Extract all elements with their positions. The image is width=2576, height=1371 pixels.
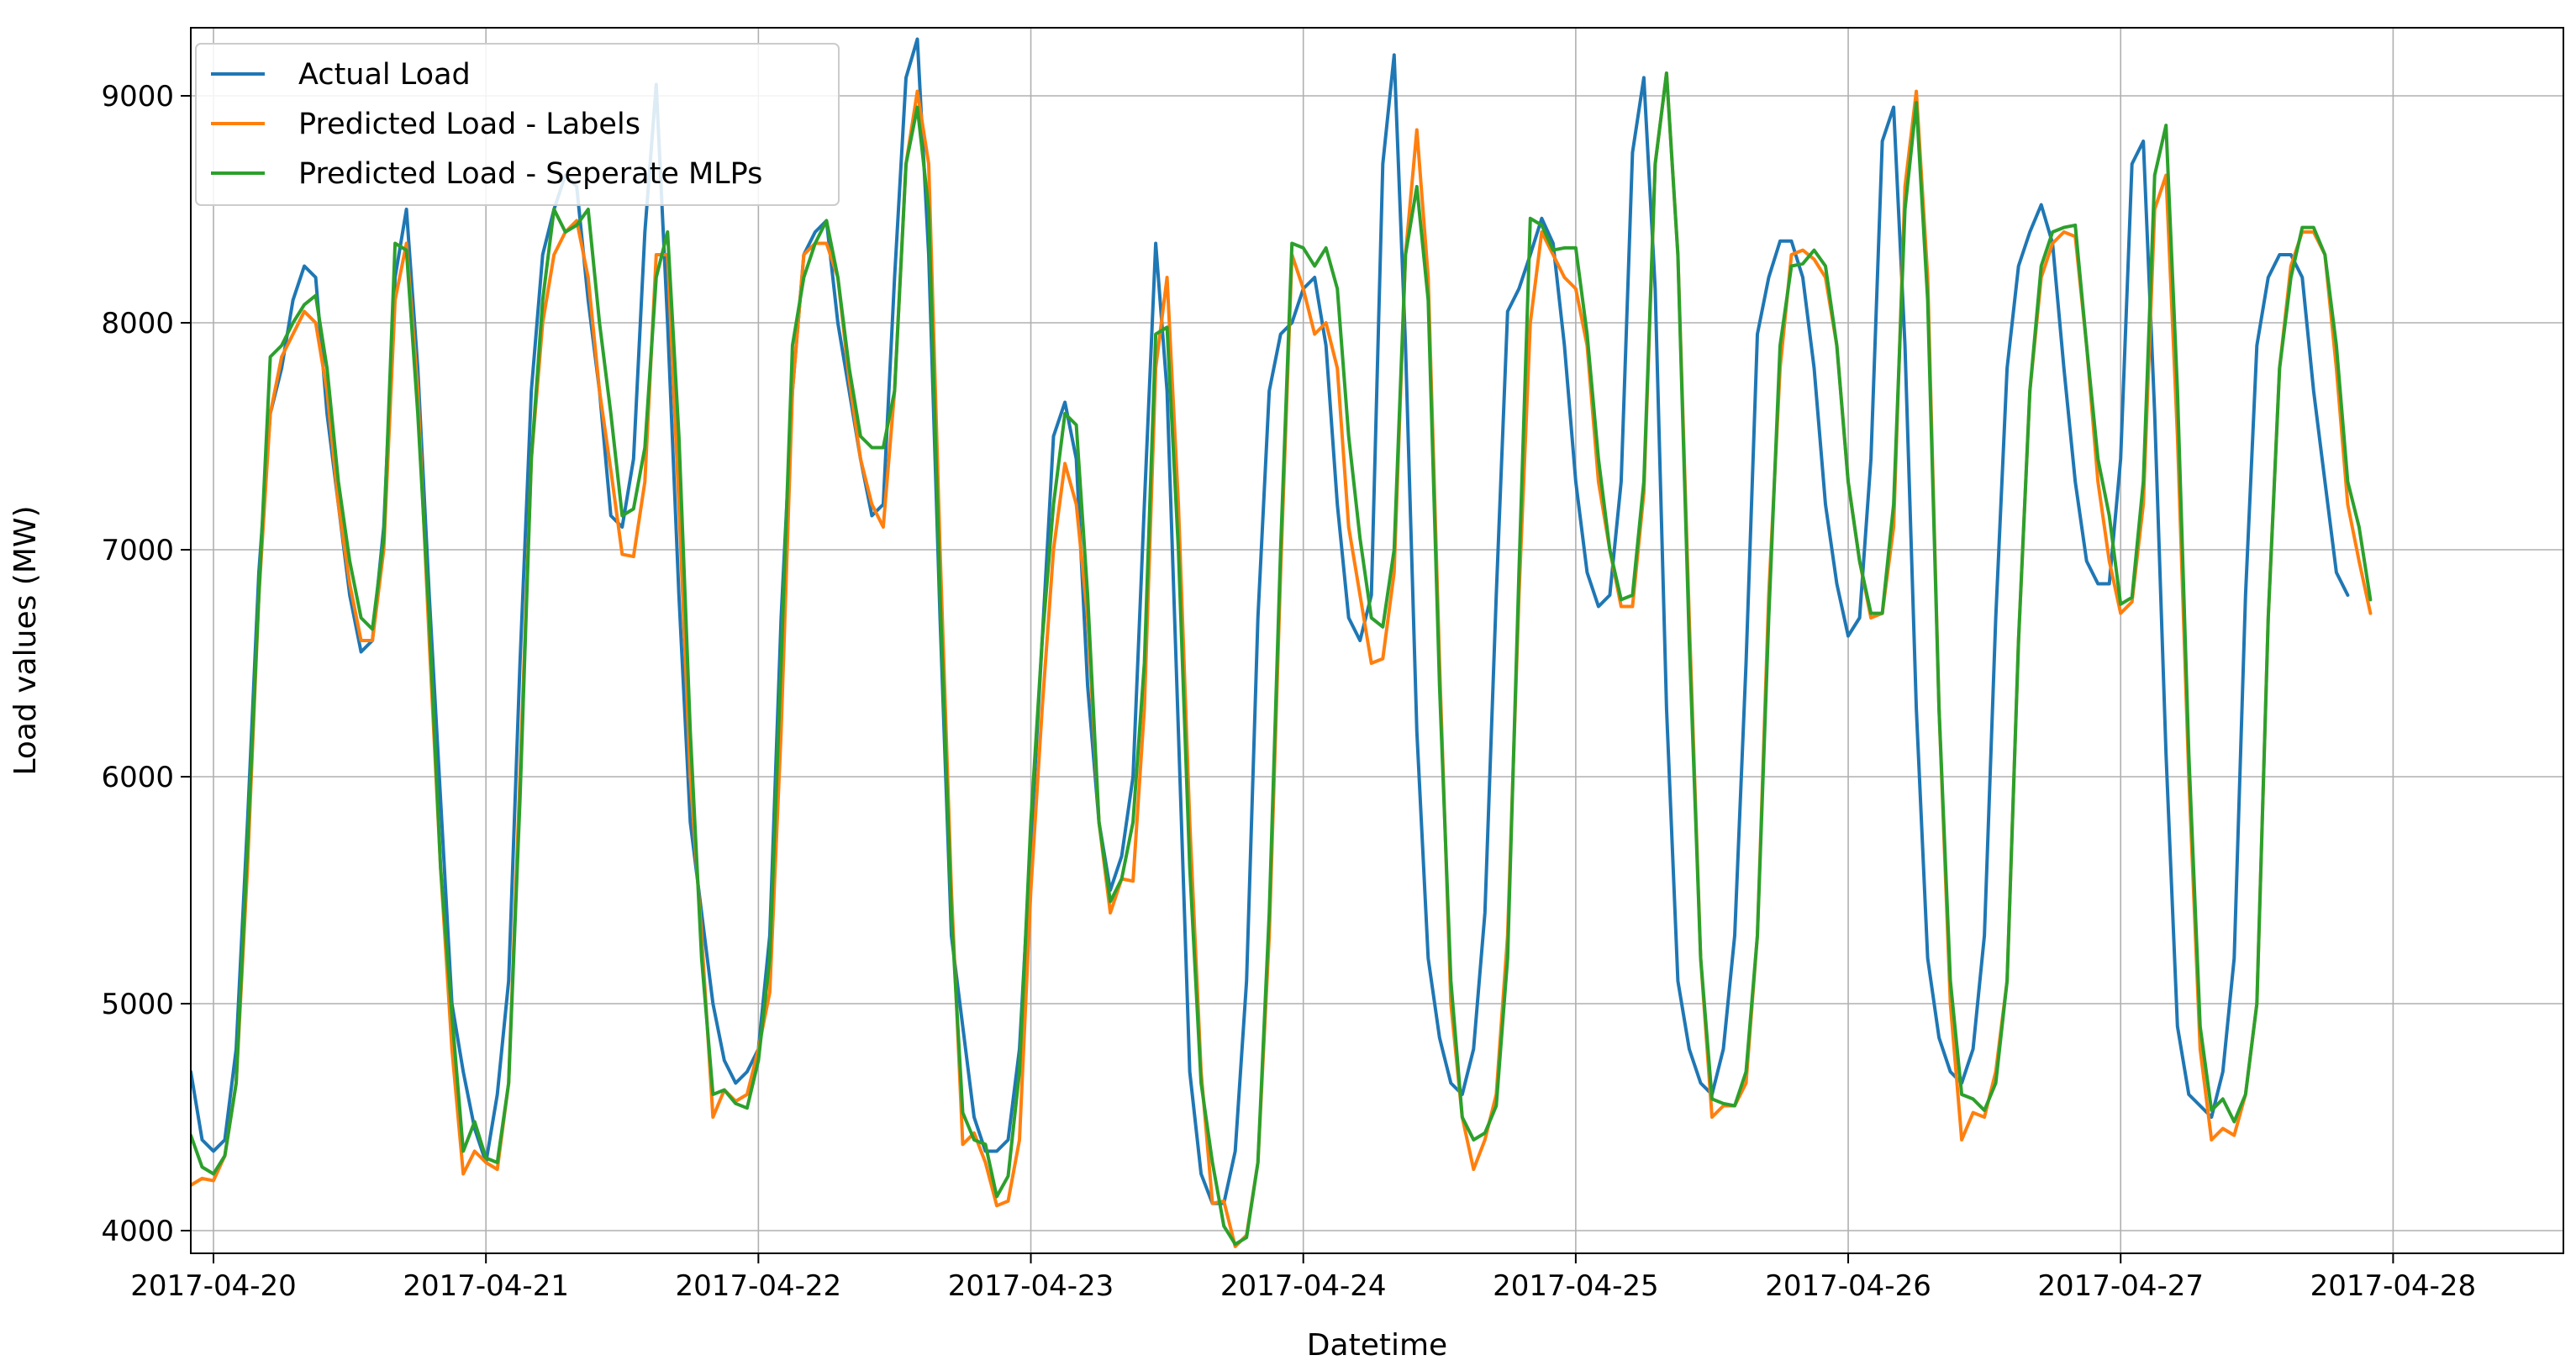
plot-frame	[190, 27, 2564, 1254]
y-tick-label: 9000	[101, 80, 174, 113]
legend-box	[195, 43, 840, 206]
x-tick-label: 2017-04-23	[948, 1269, 1114, 1303]
x-tick-label: 2017-04-27	[2037, 1269, 2204, 1303]
series-line-3	[191, 71, 2373, 1247]
x-tick-label: 2017-04-22	[676, 1269, 842, 1303]
y-tick-label: 6000	[101, 761, 174, 794]
x-tick-label: 2017-04-25	[1493, 1269, 1659, 1303]
y-tick-label: 4000	[101, 1215, 174, 1248]
x-tick-label: 2017-04-21	[403, 1269, 569, 1303]
x-axis-label: Datetime	[1307, 1328, 1447, 1363]
legend-entry-1: Actual Load	[298, 58, 471, 92]
legend-entry-2: Predicted Load - Labels	[298, 108, 640, 141]
y-tick-label: 8000	[101, 307, 174, 340]
legend: Actual Load Predicted Load - Labels Predic…	[195, 43, 840, 206]
x-tick-label: 2017-04-24	[1220, 1269, 1387, 1303]
x-tick-label: 2017-04-28	[2310, 1269, 2477, 1303]
y-axis-label: Load values (MW)	[8, 505, 43, 775]
axis-ticks: 2017-04-20 2017-04-21 2017-04-22 2017-04-23…	[101, 80, 2476, 1303]
y-tick-label: 5000	[101, 988, 174, 1021]
x-tick-label: 2017-04-26	[1765, 1269, 1931, 1303]
legend-entry-3: Predicted Load - Seperate MLPs	[298, 157, 762, 191]
y-tick-label: 7000	[101, 534, 174, 567]
x-tick-label: 2017-04-20	[130, 1269, 297, 1303]
series-lines	[191, 37, 2373, 1248]
series-line-1	[191, 37, 2350, 1205]
